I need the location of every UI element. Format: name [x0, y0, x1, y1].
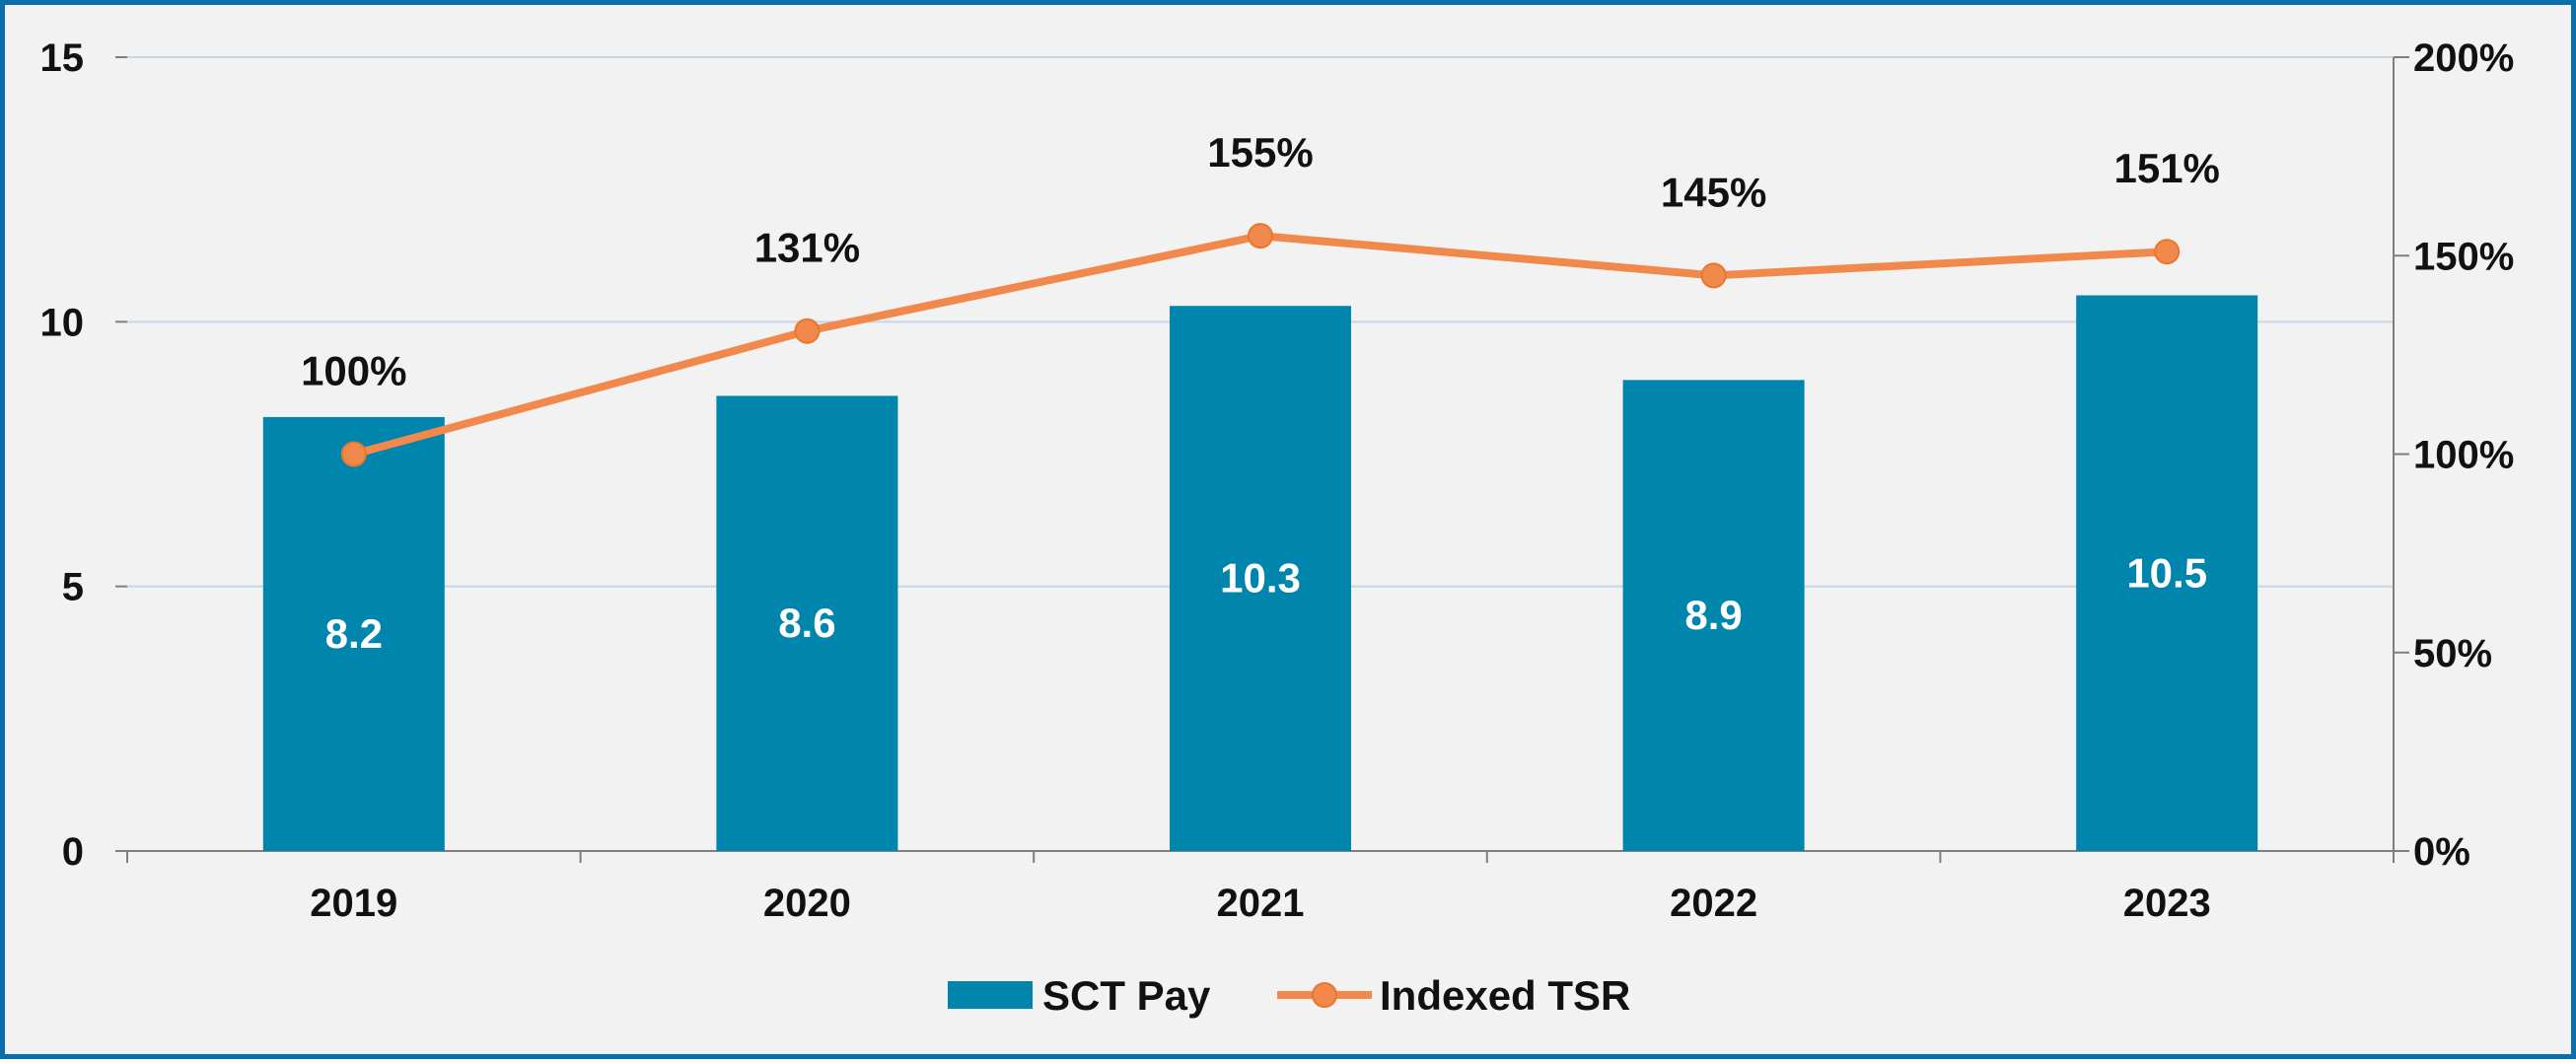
tsr-point — [1248, 223, 1273, 249]
bar-value-label: 10.3 — [1220, 555, 1301, 602]
right-tick-label: 0% — [2413, 830, 2470, 874]
right-tick-label: 200% — [2413, 36, 2514, 80]
tsr-point — [340, 441, 367, 467]
tsr-point — [2154, 239, 2181, 265]
data-labels: 8.2 8.6 10.3 8.9 10.5 100% 131% 155% 145% 151% — [301, 129, 2220, 657]
bar — [1622, 380, 1805, 851]
legend-swatch-marker — [1312, 982, 1337, 1008]
bar-value-label: 8.2 — [325, 610, 383, 657]
legend-swatch-sct-pay — [948, 981, 1033, 1009]
category-label: 2020 — [763, 882, 851, 925]
category-label: 2019 — [310, 882, 397, 925]
right-tick-label: 100% — [2413, 434, 2514, 477]
category-label: 2023 — [2123, 882, 2211, 925]
bar — [1170, 306, 1351, 851]
tsr-point — [794, 318, 821, 344]
line-series — [340, 223, 2181, 467]
bar — [262, 416, 445, 851]
left-tick-label: 10 — [40, 301, 85, 344]
bar-value-label: 10.5 — [2126, 549, 2207, 596]
bar-series — [262, 295, 2258, 851]
left-tick-label: 0 — [62, 830, 84, 874]
bar-value-label: 8.9 — [1684, 592, 1742, 638]
bar-value-label: 8.6 — [778, 600, 835, 646]
tsr-value-label: 151% — [2113, 145, 2219, 191]
legend-label-sct-pay: SCT Pay — [1042, 972, 1211, 1019]
tsr-value-label: 155% — [1207, 129, 1313, 176]
left-tick-label: 15 — [40, 36, 85, 80]
right-tick-label: 50% — [2413, 632, 2492, 675]
left-tick-label: 5 — [62, 566, 84, 609]
right-tick-label: 150% — [2413, 235, 2514, 278]
category-label: 2022 — [1670, 882, 1757, 925]
tsr-value-label: 131% — [754, 225, 860, 271]
legend-label-indexed-tsr: Indexed TSR — [1380, 972, 1630, 1019]
tsr-point — [1700, 262, 1727, 289]
bar — [2076, 295, 2258, 851]
tsr-value-label: 100% — [301, 348, 406, 394]
legend: SCT Pay Indexed TSR — [948, 972, 1630, 1019]
tsr-value-label: 145% — [1661, 169, 1766, 215]
category-label: 2021 — [1217, 882, 1305, 925]
bar — [716, 395, 898, 851]
